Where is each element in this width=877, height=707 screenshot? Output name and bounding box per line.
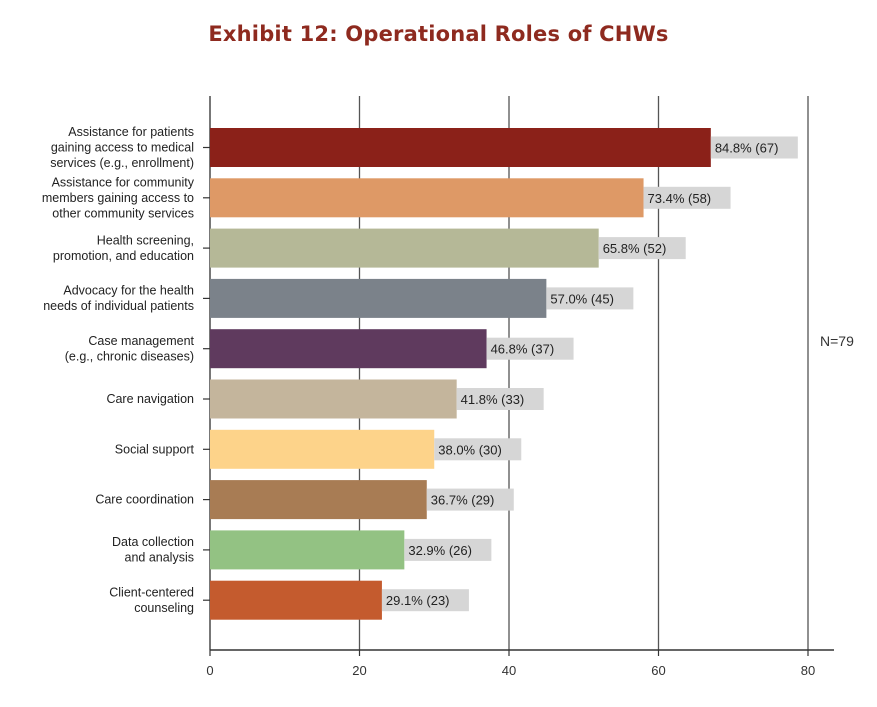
category-label-line: and analysis [125,551,195,565]
data-label: 73.4% (58) [648,191,712,206]
x-tick-label: 60 [651,663,665,678]
data-label: 57.0% (45) [550,291,614,306]
category-label-line: services (e.g., enrollment) [50,156,194,170]
category-label-line: other community services [52,206,194,220]
bar [210,278,547,318]
category-label-line: Client-centered [109,585,194,599]
category-label-line: Advocacy for the health [63,284,194,298]
data-label-box [598,237,686,260]
x-tick-label: 20 [352,663,366,678]
data-label-box [434,438,522,461]
data-label: 29.1% (23) [386,593,450,608]
bar [210,530,405,570]
data-label-box [456,388,544,410]
category-label-line: Care navigation [106,392,194,406]
data-label-box [486,337,574,360]
category-label: Care navigation [106,392,194,406]
category-label-line: counseling [134,601,194,615]
category-label-line: (e.g., chronic diseases) [65,349,194,363]
data-label-box [381,589,469,612]
bar [210,128,711,167]
sample-size-note: N=79 [820,333,854,349]
data-label: 46.8% (37) [491,342,555,357]
bar [210,329,487,369]
x-tick-label: 40 [502,663,516,678]
category-label: Assistance for patients gaining access to… [50,125,194,170]
data-label: 38.0% (30) [438,442,502,457]
category-label-line: members gaining access to [42,191,194,205]
data-label-box [404,538,492,561]
data-label: 36.7% (29) [431,493,495,508]
category-label-line: Data collection [112,535,194,549]
category-label: Client-centered counseling [109,585,194,615]
data-label-box [710,136,798,159]
data-label: 32.9% (26) [408,543,472,558]
bar [210,228,599,268]
chart-title: Exhibit 12: Operational Roles of CHWs [208,22,669,46]
category-label: Care coordination [95,493,194,507]
category-label-line: Case management [88,334,194,348]
category-label: Advocacy for the health needs of individu… [43,284,194,314]
bar [210,480,427,520]
category-label-line: Assistance for patients [68,125,194,139]
data-label-box [546,287,634,310]
data-label: 41.8% (33) [461,392,525,407]
category-label: Health screening, promotion, and educatio… [53,233,194,263]
x-tick-label: 80 [801,663,815,678]
bar [210,379,457,419]
category-label-line: Social support [115,442,195,456]
category-label-line: Health screening, [97,233,194,247]
bar [210,429,435,469]
category-label-line: Care coordination [95,493,194,507]
bar [210,580,382,620]
data-label-box [426,488,514,511]
category-label: Social support [115,442,195,456]
category-label: Case management (e.g., chronic diseases) [65,334,195,364]
category-label: Data collection and analysis [112,535,194,565]
x-tick-label: 0 [206,663,213,678]
bar [210,178,644,218]
category-label-line: promotion, and education [53,249,194,263]
data-label-box [643,186,731,209]
category-label: Assistance for community members gaining … [42,175,195,220]
category-label-line: gaining access to medical [51,141,194,155]
category-label-line: needs of individual patients [43,299,194,313]
category-label-line: Assistance for community [52,175,195,189]
data-label: 65.8% (52) [603,241,667,256]
data-label: 84.8% (67) [715,141,779,156]
